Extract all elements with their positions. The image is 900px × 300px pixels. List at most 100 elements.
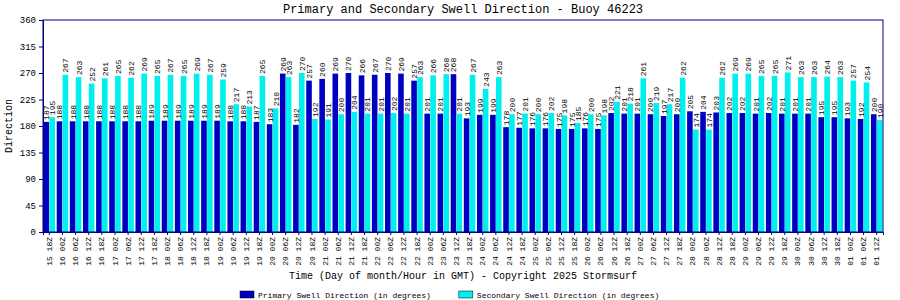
data-label: 192 [857,102,866,117]
data-label: 263 [810,61,819,76]
x-tick-label: 30 18Z [833,237,842,266]
y-tick: 90 [25,175,43,185]
x-tick: 20 12Z [294,232,303,266]
x-tick: 01 00Z [846,232,855,266]
data-label: 210 [272,92,281,107]
legend-item: Primary Swell Direction (in degrees) [240,291,431,300]
bar [706,130,712,232]
x-tick-label: 24 00Z [478,237,487,266]
data-label: 200 [534,98,543,113]
bar [477,115,483,232]
x-tick-label: 23 00Z [426,237,435,266]
x-tick-label: 20 06Z [281,237,290,266]
bar [181,76,187,232]
bar [509,114,515,232]
x-tick-mark [600,232,601,235]
data-label: 176 [528,112,537,127]
y-tick-label: 90 [25,175,36,185]
bar [713,112,719,232]
x-tick-label: 18 12Z [189,237,198,266]
y-axis-title: Direction [4,99,15,153]
bar [667,104,673,232]
bar [845,118,851,232]
x-tick: 25 06Z [544,232,553,266]
bar [273,108,279,232]
data-label: 192 [311,102,320,117]
y-tick-label: 270 [20,69,36,79]
data-label: 262 [718,61,727,76]
data-label: 213 [245,90,254,105]
x-tick: 21 00Z [321,232,330,266]
x-tick: 19 18Z [255,232,264,266]
y-tick-label: 225 [20,96,36,106]
data-label: 265 [180,59,189,74]
bar [766,113,772,232]
bar [556,129,562,232]
x-tick-mark [351,232,352,235]
x-tick-mark [417,232,418,235]
bar [740,113,746,232]
data-label: 268 [442,58,451,73]
x-tick-mark [508,232,509,235]
x-tick-mark [495,232,496,235]
x-tick-mark [522,232,523,235]
data-label: 189 [187,104,196,119]
x-tick: 19 12Z [242,232,251,266]
x-tick: 26 18Z [623,232,632,266]
x-tick: 16 00Z [58,232,67,266]
bar [246,107,252,232]
data-label: 204 [350,95,359,110]
bar [549,113,555,232]
legend-swatch [240,291,254,298]
x-tick: 24 12Z [505,232,514,266]
x-tick-label: 19 12Z [242,237,251,266]
bar [824,77,830,232]
x-tick-mark [259,232,260,235]
data-label: 201 [423,97,432,112]
x-tick-mark [876,232,877,235]
x-tick-mark [167,232,168,235]
data-label: 269 [744,57,753,72]
bar [128,78,134,232]
data-label: 204 [699,95,708,110]
legend-swatch [459,291,473,298]
bar [201,121,207,232]
data-label: 262 [127,61,136,76]
y-tick-mark [39,100,43,101]
bar [674,114,680,232]
x-tick-mark [403,232,404,235]
data-label: 193 [843,102,852,117]
x-tick-mark [469,232,470,235]
x-tick-mark [614,232,615,235]
bar [562,115,568,232]
data-label: 188 [69,105,78,120]
x-tick-mark [390,232,391,235]
x-tick-label: 25 06Z [544,237,553,266]
y-tick: 225 [20,96,43,106]
data-label: 188 [95,105,104,120]
data-label: 217 [232,88,241,103]
x-tick-label: 23 18Z [465,237,474,266]
x-tick-label: 17 12Z [137,237,146,266]
y-tick-mark [39,73,43,74]
data-label: 269 [331,57,340,72]
y-tick-label: 45 [25,202,36,212]
data-label: 191 [324,103,333,118]
x-tick-mark [114,232,115,235]
y-tick-mark [39,47,43,48]
x-tick-mark [850,232,851,235]
x-tick-mark [180,232,181,235]
bar [490,115,496,232]
y-tick: 360 [20,16,43,26]
x-tick: 01 06Z [859,232,868,266]
data-label: 265 [258,59,267,74]
bar [76,77,82,232]
bar [627,104,633,232]
data-label: 201 [377,97,386,112]
data-label: 267 [166,58,175,73]
x-tick-label: 30 12Z [820,237,829,266]
x-tick: 29 06Z [754,232,763,266]
x-tick-label: 25 12Z [557,237,566,266]
x-tick-label: 15 18Z [45,237,54,266]
x-tick-mark [640,232,641,235]
